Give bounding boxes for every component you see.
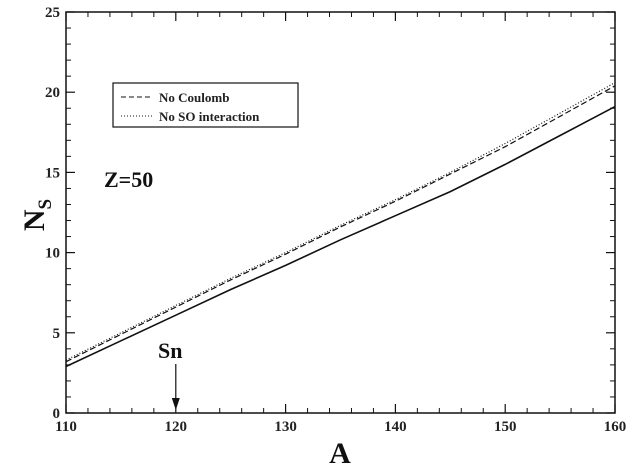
sn-arrow: [171, 364, 180, 410]
x-tick-label: 110: [55, 419, 77, 435]
legend-label-no-so: No SO interaction: [159, 109, 260, 124]
x-tick-label: 120: [165, 419, 188, 435]
y-tick-label: 0: [53, 406, 61, 422]
legend-box: [112, 82, 299, 128]
svg-text:NS: NS: [18, 199, 56, 231]
y-axis-title-sub: S: [35, 199, 56, 210]
y-axis-title: NS: [18, 199, 56, 231]
series-line-no_so: [65, 82, 616, 361]
series-line-no_coulomb: [65, 85, 616, 363]
y-tick-label: 20: [45, 85, 60, 101]
y-axis-title-main: N: [18, 209, 51, 231]
x-tick-label: 140: [384, 419, 407, 435]
sn-arrow-head: [171, 398, 180, 410]
series-line-full: [65, 105, 616, 368]
x-tick-label: 130: [274, 419, 297, 435]
y-tick-label: 25: [45, 5, 60, 21]
plot-frame: [65, 11, 616, 414]
sn-label: Sn: [158, 338, 182, 363]
series-lines: [65, 82, 616, 368]
y-tick-label: 10: [45, 246, 60, 262]
x-axis-title: A: [329, 437, 351, 470]
tick-labels: 110 120 130 140 150 160 0 5 10 15 20 25: [45, 5, 626, 435]
legend-label-no-coulomb: No Coulomb: [159, 90, 229, 105]
z-label: Z=50: [104, 167, 153, 192]
x-tick-label: 160: [604, 419, 627, 435]
ticks: [65, 11, 616, 414]
y-tick-label: 5: [53, 326, 61, 342]
legend: No Coulomb No SO interaction: [112, 82, 299, 128]
x-tick-label: 150: [494, 419, 517, 435]
y-tick-label: 15: [45, 165, 60, 181]
